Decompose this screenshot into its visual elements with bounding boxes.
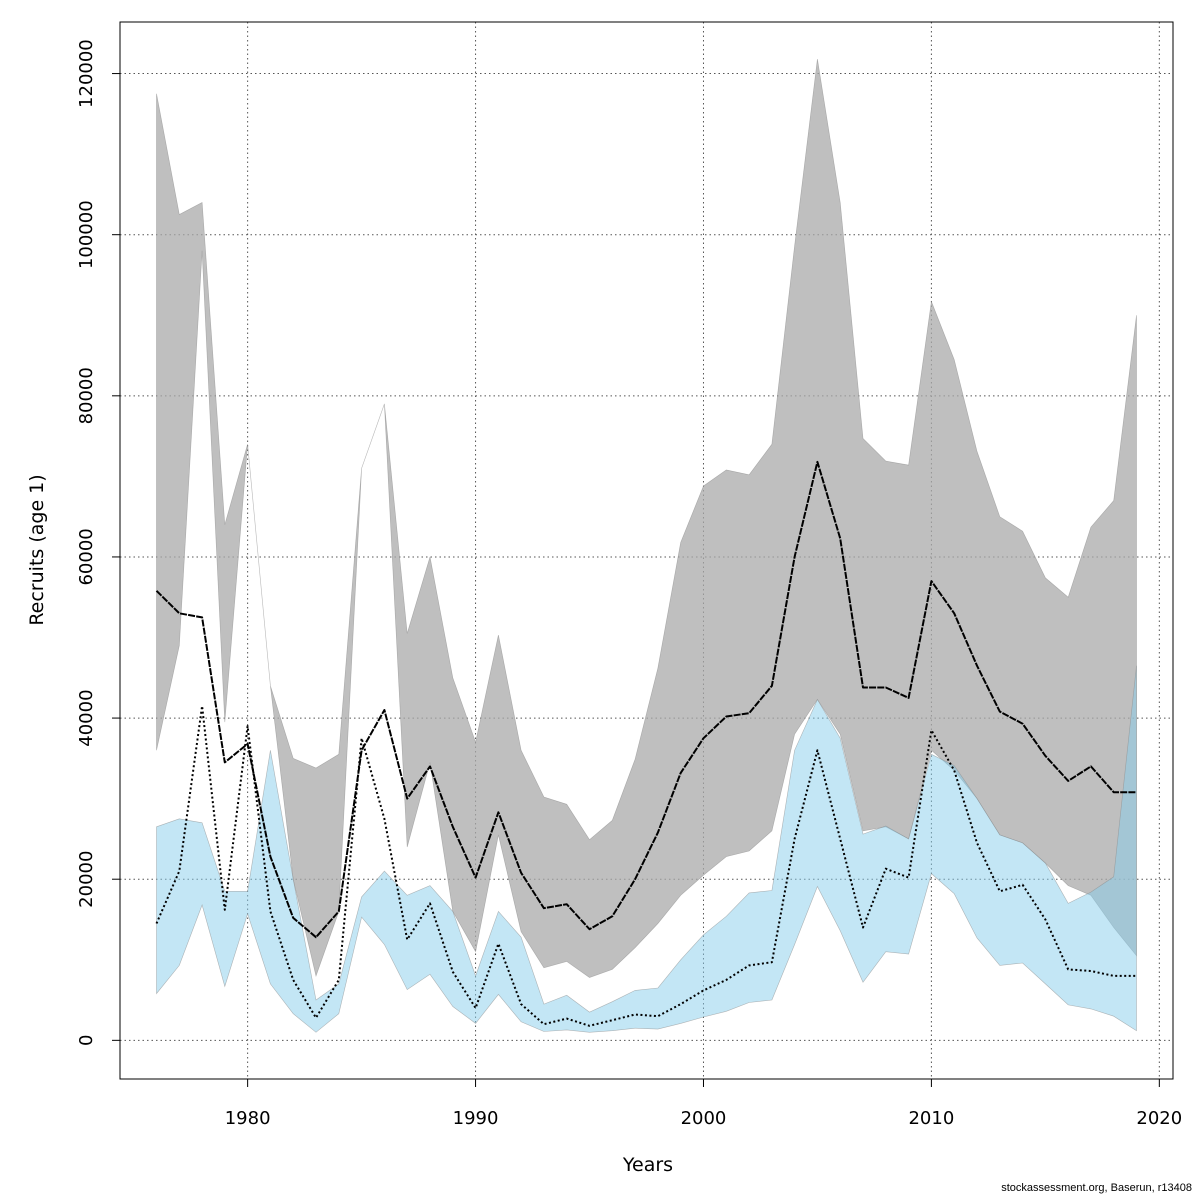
footer-credit: stockassessment.org, Baserun, r13408 — [1001, 1182, 1192, 1194]
y-tick-label-1: 20000 — [76, 851, 97, 908]
y-tick-label-4: 80000 — [76, 367, 97, 424]
y-tick-label-2: 40000 — [76, 689, 97, 746]
y-axis-title: Recruits (age 1) — [26, 474, 48, 625]
y-tick-label-5: 100000 — [76, 200, 97, 269]
y-tick-label-6: 120000 — [76, 39, 97, 108]
x-axis-title: Years — [622, 1154, 673, 1176]
x-tick-label-4: 2020 — [1136, 1108, 1182, 1129]
x-tick-label-3: 2010 — [908, 1108, 954, 1129]
confidence-band-2 — [156, 665, 1137, 1033]
x-tick-label-1: 1990 — [453, 1108, 499, 1129]
confidence-bands — [156, 59, 1137, 1033]
axis-ticks: 1980 1990 2000 2010 2020 0 20000 40000 60000 8000… — [76, 39, 1182, 1129]
series-lines — [155, 460, 1137, 1027]
x-tick-label-2: 2000 — [681, 1108, 727, 1129]
y-tick-label-3: 60000 — [76, 528, 97, 585]
y-tick-label-0: 0 — [76, 1035, 97, 1046]
series-line-1 — [155, 460, 1137, 939]
plot-frame — [119, 21, 1174, 1080]
series-line-2 — [155, 705, 1137, 1027]
x-tick-label-0: 1980 — [225, 1108, 271, 1129]
